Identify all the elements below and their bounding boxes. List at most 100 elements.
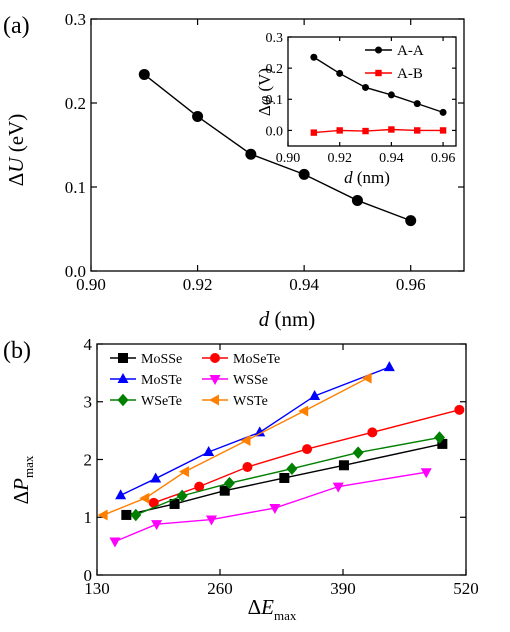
inset-ytick-label: 0.0 [266,124,284,139]
panel-b-xtick-label: 520 [453,579,479,598]
panel-a-ytick-label: 0.3 [65,10,86,29]
panel-b-series-WSeTe-point [130,508,142,522]
panel-a-series-point [138,68,150,80]
panel-b-legend-label: MoSeTe [233,352,280,367]
panel-b-legend-marker [210,353,220,363]
panel-a-series-point [405,215,417,227]
panel-b-ylabel: ΔPmax [9,455,36,504]
panel-a-xtick-label: 0.90 [76,275,106,294]
panel-b-legend-label: MoSSe [141,352,182,367]
inset-series-A-A-point [362,83,370,91]
inset-series-A-B-point [388,126,395,133]
panel-b-series-WSeTe-point [286,462,298,475]
panel-b-series-WSeTe-point [223,476,235,490]
panel-b-series-WSSe-point [205,515,217,526]
inset-series-A-A-point [439,108,447,116]
panel-b-ytick-label: 1 [84,508,93,527]
panel-b-series-MoSTe-line [120,366,390,496]
inset-xtick-label: 0.96 [431,151,456,166]
panel-b-series-WSTe-point [240,434,251,446]
inset-series-A-B-point [439,127,447,134]
panel-a-xlabel: d (nm) [259,307,316,331]
panel-b-series-WSeTe-point [352,446,364,459]
panel-b-series-MoSeTe-point [242,462,253,473]
panel-b-legend-label: WSSe [233,373,268,388]
inset-series-A-A-point [310,53,318,61]
inset-series-A-B-point [414,127,421,134]
panel-b-legend-label: WSeTe [141,394,182,409]
inset-series-A-A-point [387,91,395,99]
inset-xtick-label: 0.94 [379,151,404,166]
panel-a-xtick-label: 0.92 [183,275,213,294]
panel-b-series-WSSe-point [151,520,163,531]
panel-a-xtick-label: 0.96 [396,275,426,294]
panel-b-series-WSTe-point [298,405,309,417]
panel-b-label: (b) [3,338,31,364]
panel-b-legend-marker [209,375,221,385]
inset-legend-marker [375,69,382,77]
panel-a-series-point [298,168,310,180]
panel-b-series-MoSeTe-point [194,481,205,492]
panel-b-series-MoSTe-point [383,361,395,372]
panel-a-series-point [351,194,363,206]
panel-b-series-MoSSe-point [121,509,132,520]
panel-a-label: (a) [3,13,30,39]
inset-series-A-A-line [313,56,444,114]
panel-b-series-MoSTe-point [115,489,127,500]
inset-xlabel: d (nm) [344,168,390,187]
panel-b-series-MoSeTe-point [454,404,465,415]
inset-ytick-label: 0.2 [266,62,284,77]
panel-b-xtick-label: 130 [84,579,110,598]
inset-series-A-A-point [336,69,344,77]
panel-b-ytick-label: 3 [84,393,93,412]
panel-b-legend-marker [117,373,129,383]
inset-ylabel: Δφ (V) [255,68,274,116]
panel-b-series-MoSeTe-point [367,427,378,438]
inset-series-A-B-point [310,129,318,136]
panel-b-series-WSTe-point [178,466,189,478]
panel-b-ytick-label: 2 [84,450,93,469]
inset-series-A-A-point [413,100,421,108]
inset-plot: 0.90 0.92 0.94 0.96 0.0 0.1 0.2 0.3 A-A A-B [266,31,457,166]
panel-b-series-WSSe-point [332,482,344,493]
panel-b-xlabel: ΔEmax [248,595,297,623]
inset-series-A-B-line [313,128,444,134]
panel-b-series-MoSSe-point [437,438,448,449]
panel-b-series-WSTe-point [139,492,150,504]
panel-b-series-MoSeTe-point [148,497,159,508]
inset-legend-label: A-A [397,43,424,59]
panel-a-ytick-label: 0.1 [65,178,86,197]
panel-a-ytick-label: 0.0 [65,262,86,281]
panel-a-plot: 0.90 0.92 0.94 0.96 0.0 0.1 0.2 0.3 [65,10,465,294]
panel-b-series-MoSeTe-line [153,409,460,504]
panel-b-series-MoSSe-point [279,472,290,483]
panel-b-series-WSeTe-line [135,436,440,516]
panel-b-series-MoSSe-point [219,485,230,496]
panel-b-series-WSSe-point [109,537,121,548]
inset-ytick-label: 0.1 [266,93,284,108]
panel-b-series-WSTe-point [361,372,372,384]
panel-b-legend-marker [117,393,129,407]
panel-b-series-WSTe-point [97,509,108,521]
inset-xtick-label: 0.92 [327,151,352,166]
inset-legend-label: A-B [397,66,423,82]
panel-b-legend-marker [209,394,219,406]
panel-a-series-point [192,110,204,122]
panel-b-ytick-label: 0 [84,566,93,585]
panel-b-series-MoSSe-point [338,460,349,471]
panel-b-legend-label: WSTe [233,394,268,409]
panel-b-plot: 130 260 390 520 0 1 2 3 4 MoSSe MoSeTe MoSTe WSSe WSe… [84,335,479,598]
panel-b-series-MoSTe-point [309,389,321,400]
inset-frame [287,36,457,147]
panel-b-series-MoSeTe-point [302,444,313,455]
panel-b-series-WSSe-point [420,468,432,479]
panel-b-series-WSSe-line [114,471,427,543]
inset-xtick-label: 0.90 [276,151,301,166]
panel-b-xtick-label: 260 [207,579,233,598]
panel-b-xtick-label: 390 [330,579,356,598]
panel-b-legend-marker [118,353,128,363]
panel-a-ylabel: ΔU (eV) [4,114,28,186]
panel-b-legend-label: MoSTe [141,373,182,388]
panel-b-series-MoSSe-point [169,498,180,509]
